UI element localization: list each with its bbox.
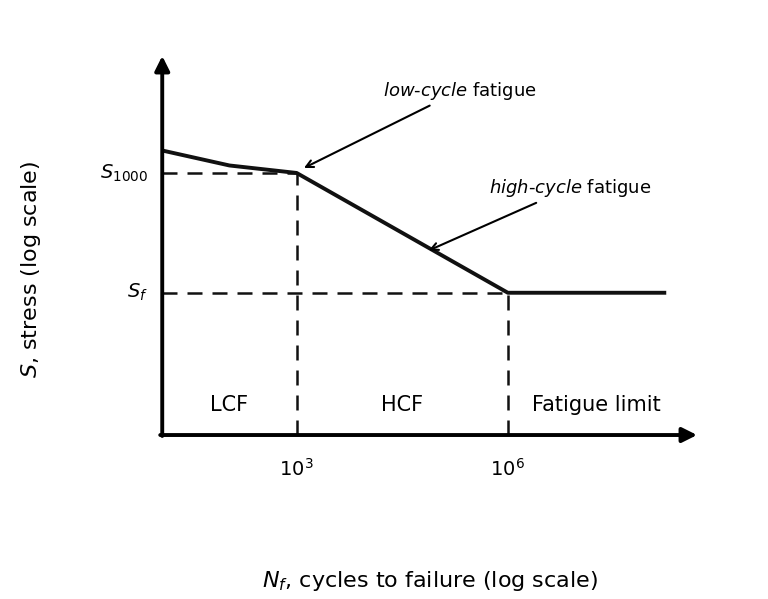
Text: $10^3$: $10^3$ <box>280 458 314 479</box>
Text: LCF: LCF <box>210 395 249 415</box>
Text: $10^6$: $10^6$ <box>491 458 525 479</box>
Text: HCF: HCF <box>381 395 423 415</box>
Text: Fatigue limit: Fatigue limit <box>532 395 661 415</box>
Text: $S_f$: $S_f$ <box>127 282 147 304</box>
Text: $N_f$, cycles to failure (log scale): $N_f$, cycles to failure (log scale) <box>262 569 598 593</box>
Text: $S$, stress (log scale): $S$, stress (log scale) <box>18 161 43 378</box>
Text: $S_{1000}$: $S_{1000}$ <box>100 162 147 184</box>
Text: $\it{low}$-$\it{cycle}$ fatigue: $\it{low}$-$\it{cycle}$ fatigue <box>306 80 537 167</box>
Text: $\it{high}$-$\it{cycle}$ fatigue: $\it{high}$-$\it{cycle}$ fatigue <box>431 177 651 250</box>
